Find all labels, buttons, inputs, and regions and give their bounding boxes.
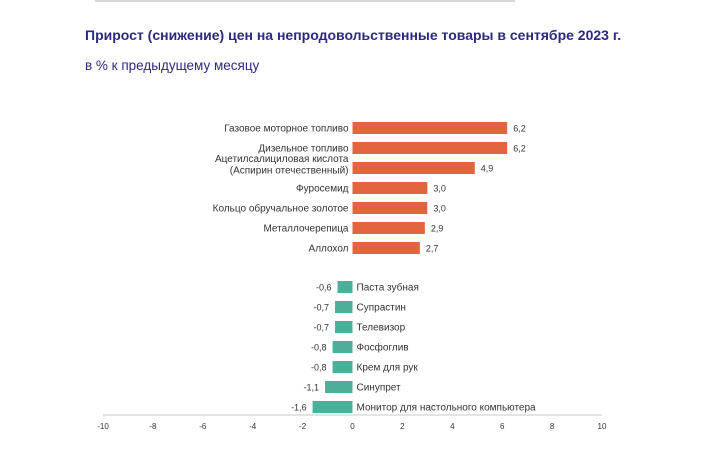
x-tick-label: -2 <box>299 422 307 431</box>
chart-subtitle: в % к предыдущему месяцу <box>85 58 260 73</box>
value-label: -0,7 <box>314 303 330 313</box>
value-label: 3,0 <box>433 184 446 194</box>
bar <box>352 142 508 154</box>
top-divider <box>95 0 515 2</box>
x-tick-label: -8 <box>149 422 157 431</box>
category-label: Монитор для настольного компьютера <box>357 403 537 414</box>
category-label: (Аспирин отечественный) <box>230 166 349 177</box>
x-tick-label: 8 <box>550 422 555 431</box>
category-label: Телевизор <box>357 323 406 334</box>
chart-title: Прирост (снижение) цен на непродовольств… <box>85 27 622 43</box>
value-label: -1,6 <box>291 403 307 413</box>
value-label: 3,0 <box>433 204 446 214</box>
value-label: 6,2 <box>513 144 526 154</box>
category-label: Кольцо обручальное золотое <box>213 203 349 215</box>
x-tick-label: 4 <box>450 422 455 431</box>
category-label: Металлочерепица <box>263 224 348 235</box>
x-tick-label: 2 <box>400 422 405 431</box>
value-label: 6,2 <box>513 124 526 134</box>
value-label: -0,6 <box>316 283 332 293</box>
bar <box>352 162 475 174</box>
category-label: Крем для рук <box>357 363 419 374</box>
value-label: -0,7 <box>314 323 330 333</box>
category-label: Ацетилсалициловая кислота <box>215 154 349 165</box>
bar <box>335 321 353 333</box>
category-label: Аллохол <box>309 244 349 255</box>
bar <box>352 222 425 234</box>
bar <box>352 182 428 194</box>
bar <box>312 401 353 413</box>
category-label: Синупрет <box>357 383 402 394</box>
bar <box>335 301 353 313</box>
value-label: -0,8 <box>311 343 327 353</box>
x-tick-label: -4 <box>249 422 257 431</box>
category-label: Дизельное топливо <box>258 144 349 155</box>
bar <box>332 341 353 353</box>
value-label: 4,9 <box>481 164 494 174</box>
value-label: -0,8 <box>311 363 327 373</box>
value-label: 2,7 <box>426 244 439 254</box>
x-tick-label: 10 <box>598 422 607 431</box>
category-label: Супрастин <box>357 303 406 314</box>
value-label: 2,9 <box>431 224 444 234</box>
bar <box>352 202 428 214</box>
bar <box>337 281 353 293</box>
bar <box>352 122 508 134</box>
x-tick-label: -10 <box>97 422 109 431</box>
bar <box>332 361 353 373</box>
x-tick-label: 0 <box>350 422 355 431</box>
value-label: -1,1 <box>304 383 320 393</box>
x-tick-label: -6 <box>199 422 207 431</box>
bar <box>325 381 353 393</box>
category-label: Фуросемид <box>296 184 349 195</box>
category-label: Фосфоглив <box>357 342 409 354</box>
x-tick-label: 6 <box>500 422 505 431</box>
category-label: Паста зубная <box>357 282 419 294</box>
category-label: Газовое моторное топливо <box>224 124 349 135</box>
bar <box>352 242 420 254</box>
